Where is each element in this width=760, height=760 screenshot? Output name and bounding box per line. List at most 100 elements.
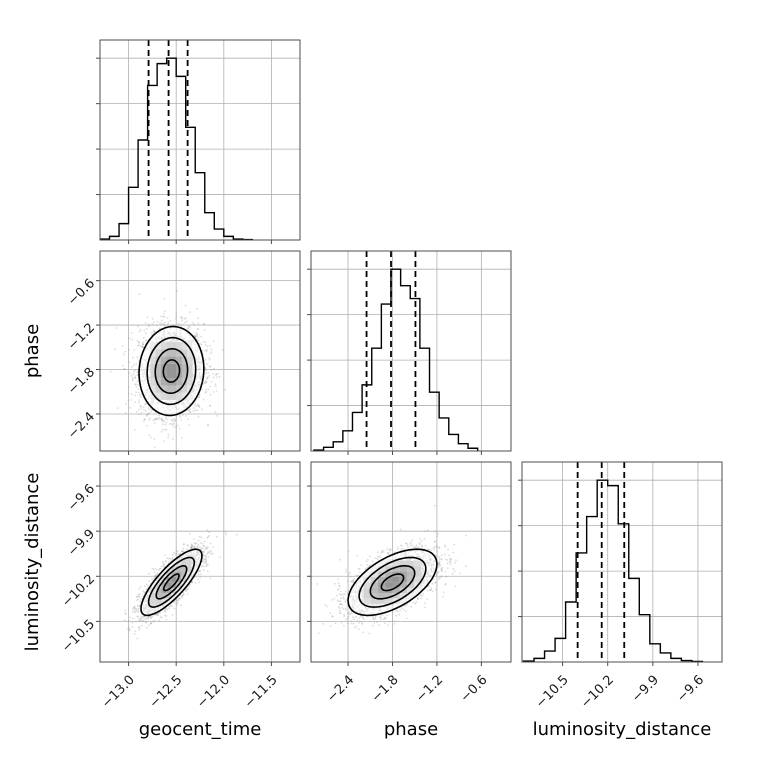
sample-point xyxy=(196,307,199,310)
sample-point xyxy=(138,413,141,416)
sample-point xyxy=(184,321,186,324)
sample-point xyxy=(157,569,160,571)
sample-point xyxy=(167,557,170,560)
sample-point xyxy=(147,584,149,587)
sample-point xyxy=(204,380,207,383)
sample-point xyxy=(147,323,150,325)
sample-point xyxy=(135,363,138,365)
sample-point xyxy=(132,356,134,359)
sample-point xyxy=(212,391,215,393)
sample-point xyxy=(139,617,142,620)
histogram-phase xyxy=(307,250,512,455)
sample-point xyxy=(144,332,147,335)
sample-point xyxy=(209,365,212,368)
sample-point xyxy=(137,615,140,618)
sample-point xyxy=(190,545,193,548)
sample-point xyxy=(145,583,148,586)
sample-point xyxy=(194,409,197,412)
sample-point xyxy=(155,568,158,571)
sample-point xyxy=(205,381,207,384)
sample-point xyxy=(212,373,215,375)
sample-point xyxy=(180,316,182,319)
sample-point xyxy=(198,535,201,538)
sample-point xyxy=(158,414,161,417)
sample-point xyxy=(165,415,168,418)
sample-point xyxy=(161,561,164,563)
sample-point xyxy=(195,333,198,336)
sample-point xyxy=(213,367,215,370)
sample-point xyxy=(172,438,174,440)
sample-point xyxy=(175,601,177,604)
sample-point xyxy=(135,385,138,388)
sample-point xyxy=(166,317,169,319)
sample-point xyxy=(129,406,132,409)
sample-point xyxy=(147,618,150,620)
sample-point xyxy=(142,336,145,339)
sample-point xyxy=(188,409,190,412)
sample-point xyxy=(145,327,148,330)
sample-point xyxy=(165,607,168,610)
sample-point xyxy=(206,377,209,379)
sample-point xyxy=(114,348,116,351)
sample-point xyxy=(209,385,211,388)
sample-point xyxy=(145,402,148,405)
sample-point xyxy=(173,419,176,422)
sample-point xyxy=(148,325,151,328)
panel-frame xyxy=(310,250,512,452)
sample-point xyxy=(187,418,190,420)
sample-point xyxy=(180,419,183,421)
sample-point xyxy=(200,335,203,338)
sample-point xyxy=(209,345,211,347)
sample-point xyxy=(173,426,176,428)
sample-point xyxy=(189,411,192,414)
sample-point xyxy=(168,423,171,425)
sample-point xyxy=(139,600,142,603)
sample-point xyxy=(140,624,143,627)
sample-point xyxy=(148,434,151,436)
sample-point xyxy=(195,335,197,338)
sample-point xyxy=(187,328,190,330)
sample-point xyxy=(182,543,185,546)
sample-point xyxy=(205,562,208,565)
sample-point xyxy=(175,315,178,318)
sample-point xyxy=(205,350,208,352)
sample-point xyxy=(206,552,209,555)
sample-point xyxy=(204,358,207,361)
sample-point xyxy=(181,594,184,597)
sample-point xyxy=(186,588,189,590)
sample-point xyxy=(162,423,165,426)
sample-point xyxy=(190,547,193,550)
sample-point xyxy=(205,564,208,567)
sample-point xyxy=(202,545,205,547)
sample-point xyxy=(138,620,141,622)
density-panel-geocent_time-luminosity_distance xyxy=(96,461,301,666)
sample-point xyxy=(181,319,184,322)
sample-point xyxy=(169,560,172,562)
sample-point xyxy=(150,410,153,413)
sample-point xyxy=(163,297,166,300)
sample-point xyxy=(160,315,163,318)
sample-point xyxy=(155,574,158,577)
sample-point xyxy=(140,411,143,414)
sample-point xyxy=(141,346,144,348)
sample-point xyxy=(202,544,205,547)
sample-point xyxy=(197,570,200,573)
sample-point xyxy=(199,569,202,572)
sample-point xyxy=(150,436,152,439)
sample-point xyxy=(150,617,153,619)
sample-point xyxy=(200,408,203,411)
sample-point xyxy=(206,348,209,351)
sample-point xyxy=(172,423,175,425)
sample-point xyxy=(194,402,197,405)
sample-point xyxy=(209,405,212,407)
sample-point xyxy=(171,419,173,421)
sample-point xyxy=(200,536,203,539)
sample-point xyxy=(205,559,208,561)
sample-point xyxy=(137,341,140,344)
sample-point xyxy=(162,562,165,565)
sample-point xyxy=(137,611,140,613)
sample-point xyxy=(151,578,154,580)
sample-point xyxy=(175,426,178,429)
sample-point xyxy=(131,338,134,341)
sample-point xyxy=(136,325,139,328)
